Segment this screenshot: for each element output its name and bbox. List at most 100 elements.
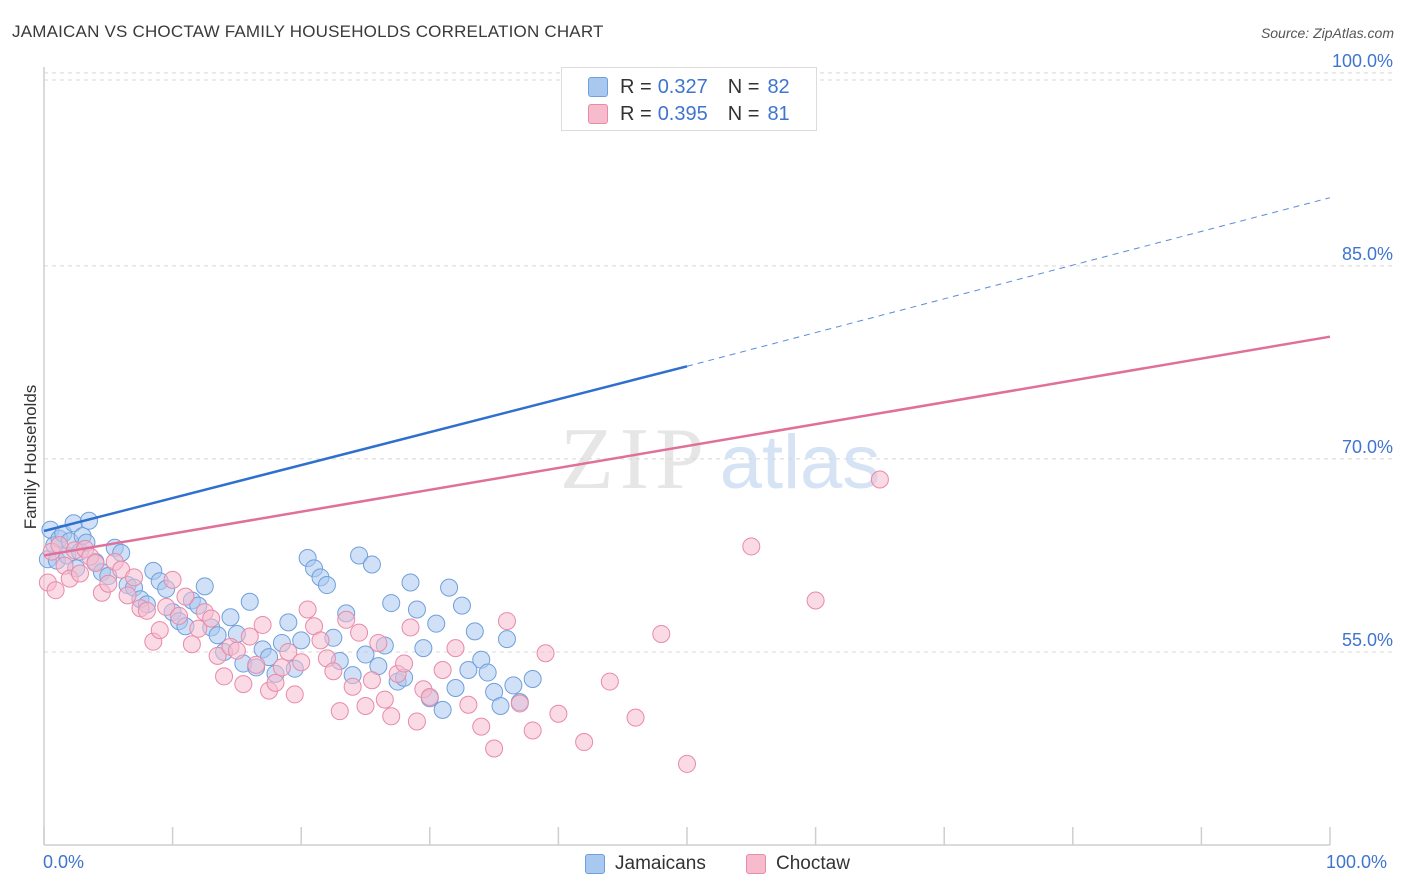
data-point xyxy=(292,653,311,672)
data-point xyxy=(433,700,452,719)
grid xyxy=(44,72,1395,653)
data-point xyxy=(626,708,645,727)
data-point xyxy=(240,627,259,646)
data-point xyxy=(382,594,401,613)
data-point xyxy=(298,600,317,619)
data-point xyxy=(523,669,542,688)
data-point xyxy=(125,568,144,587)
bottom-legend-choctaw: Choctaw xyxy=(746,852,850,876)
data-point xyxy=(472,717,491,736)
data-point xyxy=(71,564,90,583)
watermark-zip: ZIP xyxy=(560,411,710,508)
data-point xyxy=(195,577,214,596)
data-point xyxy=(176,587,195,606)
data-point xyxy=(118,586,137,605)
data-point xyxy=(465,622,484,641)
data-point xyxy=(247,655,266,674)
data-point xyxy=(478,663,497,682)
x-tick-max: 100.0% xyxy=(1326,852,1388,872)
data-point xyxy=(440,578,459,597)
legend-swatch-jamaicans xyxy=(588,77,608,97)
legend-swatch-choctaw xyxy=(588,104,608,124)
legend-r-label: R = xyxy=(620,75,652,98)
data-point xyxy=(253,615,272,634)
bottom-legend-label-choctaw: Choctaw xyxy=(776,853,850,874)
data-point xyxy=(491,697,510,716)
data-point xyxy=(362,671,381,690)
data-point xyxy=(350,546,369,565)
data-point xyxy=(330,702,349,721)
y-tick-label: 55.0% xyxy=(1342,630,1393,650)
data-point xyxy=(870,470,889,489)
legend-row-choctaw: R = 0.395 N = 81 xyxy=(588,102,790,126)
data-point xyxy=(806,591,825,610)
legend-r-value: 0.395 xyxy=(657,102,708,125)
legend-r-label: R = xyxy=(620,102,652,125)
data-point xyxy=(311,631,330,650)
data-point xyxy=(99,574,118,593)
data-point xyxy=(446,639,465,658)
data-point xyxy=(46,581,65,600)
legend-n-value: 81 xyxy=(767,102,790,125)
data-point xyxy=(369,633,388,652)
data-point xyxy=(401,573,420,592)
data-point xyxy=(395,654,414,673)
data-point xyxy=(317,576,336,595)
y-tick-label: 85.0% xyxy=(1342,244,1393,264)
data-point xyxy=(292,631,311,650)
data-point xyxy=(382,707,401,726)
data-point xyxy=(150,621,169,640)
data-point xyxy=(202,609,221,628)
bottom-legend-swatch-choctaw xyxy=(746,854,766,874)
data-point xyxy=(182,635,201,654)
data-point xyxy=(523,721,542,740)
data-point xyxy=(279,613,298,632)
data-point xyxy=(414,639,433,658)
watermark: ZIP atlas xyxy=(560,411,880,508)
data-point xyxy=(362,555,381,574)
data-point xyxy=(375,690,394,709)
axes xyxy=(43,67,1331,846)
data-point xyxy=(356,697,375,716)
data-point xyxy=(189,619,208,638)
bottom-legend-jamaicans: Jamaicans xyxy=(585,852,706,876)
data-point xyxy=(504,676,523,695)
jamaicans-trend-extension xyxy=(686,197,1331,367)
data-point xyxy=(575,733,594,752)
data-point xyxy=(170,606,189,625)
data-point xyxy=(407,712,426,731)
data-point xyxy=(266,673,285,692)
x-tick-min: 0.0% xyxy=(43,852,85,872)
data-point xyxy=(240,592,259,611)
data-point xyxy=(742,537,761,556)
legend-n-label: N = xyxy=(727,102,760,125)
data-point xyxy=(221,608,240,627)
data-point xyxy=(536,644,555,663)
data-point xyxy=(279,642,298,661)
data-point xyxy=(401,618,420,637)
data-point xyxy=(452,596,471,615)
legend-box: R = 0.327 N = 82 R = 0.395 N = 81 xyxy=(561,67,817,131)
data-point xyxy=(137,601,156,620)
y-axis-label: Family Households xyxy=(21,384,40,530)
data-point xyxy=(337,610,356,629)
data-point xyxy=(497,630,516,649)
data-point xyxy=(600,672,619,691)
y-tick-labels: 55.0% 70.0% 85.0% 100.0% xyxy=(1332,51,1393,650)
choctaw-trendline xyxy=(43,335,1331,557)
source-label: Source: ZipAtlas.com xyxy=(1260,25,1394,41)
data-point xyxy=(446,679,465,697)
data-point xyxy=(678,754,696,773)
bottom-legend-swatch-jamaicans xyxy=(585,854,605,874)
data-point xyxy=(208,646,227,665)
trendlines xyxy=(43,197,1331,557)
data-point xyxy=(157,597,176,616)
data-point xyxy=(285,685,304,704)
data-point xyxy=(420,688,439,707)
data-point xyxy=(427,614,446,633)
y-tick-label: 70.0% xyxy=(1342,437,1393,457)
choctaw-points xyxy=(38,470,889,773)
data-point xyxy=(343,677,362,696)
jamaicans-trendline xyxy=(43,365,688,533)
